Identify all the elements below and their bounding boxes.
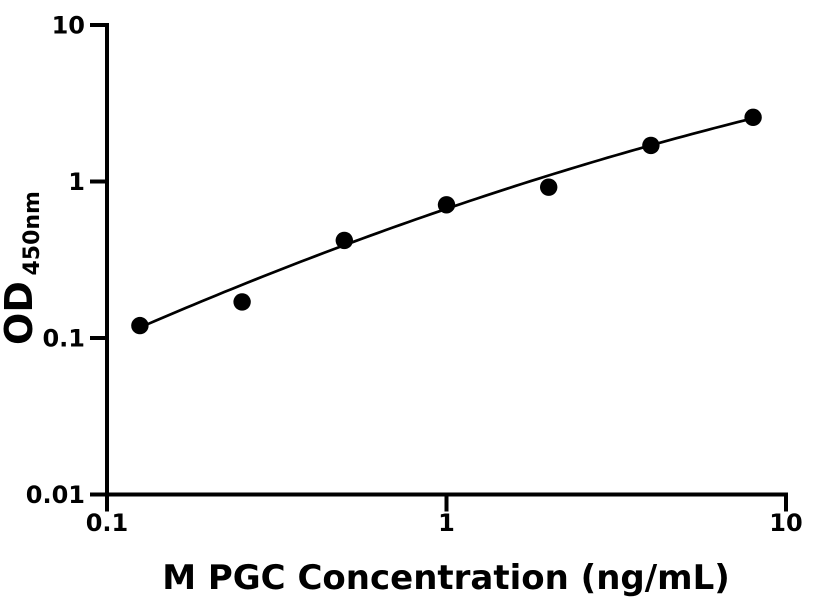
data-point-marker xyxy=(437,196,456,214)
fit-curve xyxy=(139,116,754,329)
x-tick-label: 1 xyxy=(438,509,455,537)
y-axis-ticks: 10 1 0.1 0.01 xyxy=(26,12,105,509)
data-point-marker xyxy=(642,136,660,155)
y-tick-label: 0.1 xyxy=(42,325,85,353)
y-tick-label: 0.01 xyxy=(26,481,85,509)
data-point-marker xyxy=(131,316,149,335)
data-point-marker xyxy=(335,231,353,250)
x-axis-ticks: 0.1 1 10 xyxy=(86,496,803,537)
y-axis-title: OD 450nm xyxy=(0,191,45,345)
x-tick-label: 0.1 xyxy=(86,509,129,537)
data-point-marker xyxy=(540,178,558,196)
y-axis-title-main: OD xyxy=(0,281,41,345)
data-point-marker xyxy=(233,293,251,311)
x-tick-label: 10 xyxy=(769,509,802,537)
y-tick-label: 10 xyxy=(52,12,85,40)
y-axis-title-subscript: 450nm xyxy=(20,191,45,276)
data-point-marker xyxy=(744,108,762,127)
fit-curve-path xyxy=(139,116,754,329)
axes xyxy=(105,23,788,497)
data-points xyxy=(131,108,762,335)
y-tick-label: 1 xyxy=(68,168,85,196)
x-axis-title: M PGC Concentration (ng/mL) xyxy=(162,558,730,598)
